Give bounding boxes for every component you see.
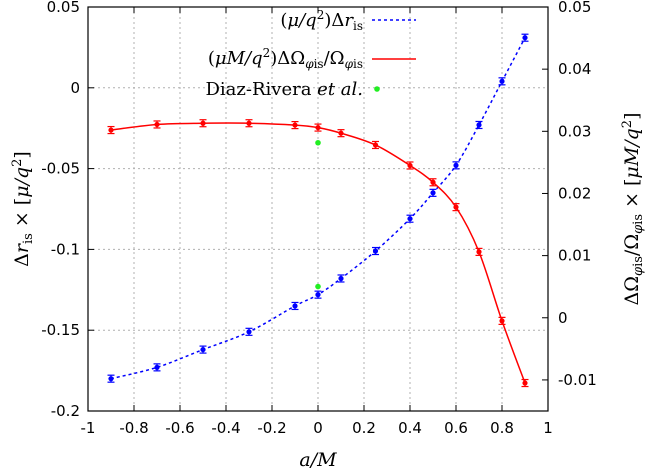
- y-right-tick-label: 0.03: [558, 122, 591, 140]
- y-left-tick-label: -0.05: [41, 160, 80, 178]
- legend-label-blue: (μ/q2)Δris: [280, 8, 363, 33]
- series-layer: [107, 33, 529, 388]
- series-delta-r-point: [372, 248, 379, 254]
- svg-text:Δris × [μ/q2]: Δris × [μ/q2]: [10, 151, 36, 267]
- series-delta-omega-point: [246, 120, 252, 126]
- legend-label-green: Diaz-Rivera et al.: [205, 79, 363, 100]
- series-delta-omega-point: [522, 380, 528, 386]
- x-tick-label: -0.8: [119, 419, 148, 437]
- y-left-tick-label: -0.1: [51, 240, 80, 258]
- y-right-tick-label: 0.05: [558, 0, 591, 16]
- x-tick-label: -0.2: [257, 419, 286, 437]
- x-tick-label: -0.4: [211, 419, 240, 437]
- series-delta-r-point: [522, 35, 528, 41]
- series-delta-omega-point: [407, 162, 413, 169]
- series-delta-r-point: [246, 329, 252, 335]
- y-left-tick-label: 0.05: [47, 0, 80, 16]
- series-delta-r-point: [453, 162, 459, 168]
- x-tick-label: 0.6: [444, 419, 468, 437]
- series-delta-r-point: [476, 122, 482, 128]
- series-delta-omega-point: [338, 130, 344, 136]
- series-delta-r-point: [338, 275, 344, 282]
- series-delta-r-point: [108, 376, 114, 382]
- grid-lines: [88, 7, 548, 411]
- series-delta-omega-point: [292, 122, 298, 128]
- series-delta-omega-point: [430, 179, 436, 185]
- x-tick-label: 0.8: [490, 419, 514, 437]
- series-diaz-rivera-point: [315, 139, 321, 146]
- x-tick-label: -1: [81, 419, 96, 437]
- y-axis-label-left: Δris × [μ/q2]: [10, 151, 36, 267]
- series-delta-omega-point: [154, 121, 160, 128]
- y-right-tick-label: 0.02: [558, 184, 591, 202]
- x-tick-label: -0.6: [165, 419, 194, 437]
- x-tick-label: 0: [313, 419, 323, 437]
- legend-label-red: (μM/q2)ΔΩφis/Ωφis: [208, 46, 363, 71]
- series-delta-omega-point: [108, 127, 114, 133]
- series-delta-omega-point: [200, 120, 206, 126]
- series-delta-omega-point: [315, 124, 321, 131]
- series-delta-r-point: [407, 216, 413, 222]
- series-delta-r-point: [499, 78, 505, 84]
- y-left-tick-label: 0: [70, 79, 80, 97]
- legend-swatch-green: [374, 86, 380, 92]
- y-left-tick-label: -0.2: [51, 402, 80, 420]
- series-delta-omega-point: [372, 142, 379, 148]
- tick-labels: -1 -0.8 -0.6 -0.4 -0.2 0 0.2 0.4 0.6 0.8 1 0.05 0 -0.…: [41, 0, 597, 437]
- y-right-tick-label: 0: [558, 309, 568, 327]
- series-delta-omega-point: [499, 318, 505, 324]
- series-delta-r-point: [200, 346, 206, 353]
- y-right-tick-label: 0.04: [558, 60, 591, 78]
- y-left-tick-label: -0.15: [41, 321, 80, 339]
- series-delta-r-point: [154, 364, 160, 370]
- legend: (μ/q2)Δris (μM/q2)ΔΩφis/Ωφis Diaz-Rivera…: [205, 8, 416, 100]
- series-diaz-rivera-point: [315, 283, 321, 290]
- x-tick-label: 0.4: [398, 419, 422, 437]
- y-right-tick-label: 0.01: [558, 247, 591, 265]
- svg-text:ΔΩφis/Ωφis × [μM/q2]: ΔΩφis/Ωφis × [μM/q2]: [620, 112, 646, 305]
- x-tick-label: 0.2: [352, 419, 376, 437]
- x-axis-label: a/M: [299, 449, 337, 471]
- y-axis-label-right: ΔΩφis/Ωφis × [μM/q2]: [620, 112, 646, 305]
- x-tick-label: 1: [543, 419, 553, 437]
- series-delta-r-point: [292, 303, 298, 309]
- y-right-tick-label: -0.01: [558, 371, 597, 389]
- series-delta-omega-point: [453, 204, 459, 210]
- tick-marks: [87, 6, 549, 412]
- series-delta-r-point: [315, 292, 321, 298]
- series-delta-omega-point: [476, 249, 482, 255]
- series-delta-r-point: [430, 190, 436, 196]
